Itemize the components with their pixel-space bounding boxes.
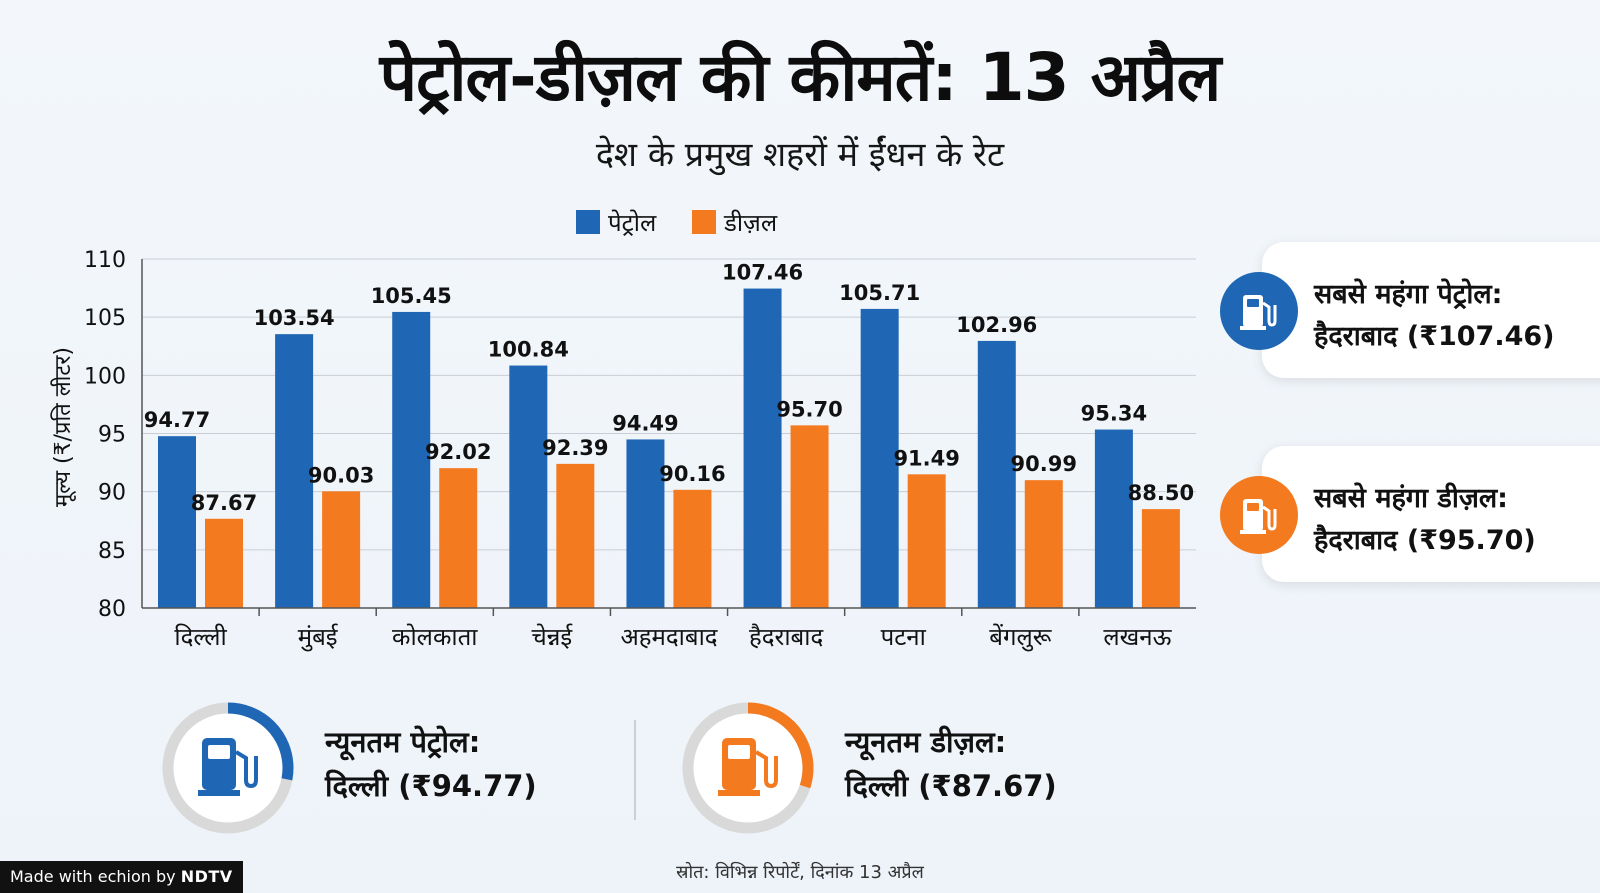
bar-petrol [977,340,1016,608]
bar-diesel [1024,480,1063,608]
x-tick-label: चेन्नई [532,623,574,651]
data-label-diesel: 90.16 [659,462,725,486]
data-label-petrol: 103.54 [254,306,335,330]
x-tick-label: कोलकाता [392,623,478,651]
bar-petrol [509,365,548,608]
data-label-diesel: 88.50 [1128,481,1194,505]
max-petrol-title: सबसे महंगा पेट्रोल: [1314,279,1503,310]
y-tick-label: 110 [84,248,126,273]
data-label-diesel: 90.03 [308,463,374,487]
min-petrol-ring [162,702,294,834]
data-label-diesel: 91.49 [893,446,959,470]
y-tick-label: 80 [98,597,126,622]
data-label-diesel: 87.67 [191,491,257,515]
chart-legend: पेट्रोल डीज़ल [576,209,778,237]
y-tick-label: 95 [98,423,126,448]
data-label-petrol: 100.84 [488,338,569,362]
x-tick-label: लखनऊ [1103,623,1172,651]
fuel-pump-icon [1220,476,1298,554]
bar-diesel [907,474,946,608]
min-petrol-value: दिल्ली (₹94.77) [325,769,537,803]
bar-petrol [158,436,196,608]
x-tick-label: हैदराबाद [749,623,823,651]
made-with-badge[interactable]: Made with echion by NDTV [0,861,243,893]
bar-petrol [1094,429,1133,608]
legend-label-diesel: डीज़ल [723,209,778,237]
min-petrol-title: न्यूनतम पेट्रोल: [325,725,481,759]
made-with-text: Made with [10,867,93,886]
by-text: by [155,867,176,886]
bar-diesel [1141,509,1180,608]
y-axis-label: मूल्य (₹/प्रति लीटर) [50,347,77,507]
legend-swatch-petrol [576,210,600,234]
bar-diesel [673,489,712,608]
max-petrol-card: सबसे महंगा पेट्रोल: हैदराबाद (₹107.46) [1220,242,1600,378]
min-diesel-ring [682,702,814,834]
data-label-petrol: 102.96 [956,313,1037,337]
min-diesel-value: दिल्ली (₹87.67) [845,769,1057,803]
x-tick-label: पटना [881,623,927,651]
bar-diesel [790,425,829,608]
max-diesel-card: सबसे महंगा डीज़ल: हैदराबाद (₹95.70) [1220,446,1600,582]
bar-petrol [626,439,665,608]
bar-petrol [392,311,431,608]
x-tick-label: दिल्ली [174,623,227,651]
bar-diesel [439,468,478,608]
max-petrol-value: हैदराबाद (₹107.46) [1314,321,1555,352]
ndtv-logo: NDTV [180,867,233,886]
echion-logo: echion [97,867,151,886]
bar-diesel [322,491,361,608]
page-subtitle: देश के प्रमुख शहरों में ईंधन के रेट [595,135,1005,175]
data-label-petrol: 105.71 [839,281,920,305]
fuel-pump-icon [718,738,778,796]
data-label-diesel: 90.99 [1011,452,1077,476]
bar-diesel [556,463,595,608]
page-title: पेट्रोल-डीज़ल की कीमतें: 13 अप्रैल [379,39,1222,116]
legend-swatch-diesel [692,210,716,234]
bar-petrol [275,334,314,608]
legend-label-petrol: पेट्रोल [608,209,657,237]
data-label-petrol: 94.77 [144,408,210,432]
data-label-diesel: 92.02 [425,440,491,464]
max-diesel-title: सबसे महंगा डीज़ल: [1314,483,1508,514]
divider [634,720,636,820]
min-diesel-title: न्यूनतम डीज़ल: [845,725,1007,759]
bar-diesel [205,518,243,608]
fuel-pump-icon [1220,272,1298,350]
data-label-petrol: 107.46 [722,261,803,285]
bar-chart: पेट्रोल डीज़ल मूल्य (₹/प्रति लीटर) 80 85 9… [50,209,1196,652]
y-tick-label: 100 [84,364,126,389]
max-diesel-value: हैदराबाद (₹95.70) [1314,525,1536,556]
data-label-petrol: 95.34 [1081,402,1147,426]
bar-petrol [743,288,782,608]
x-tick-label: बेंगलुरू [989,623,1052,652]
data-label-diesel: 95.70 [776,397,842,421]
y-tick-label: 90 [98,481,126,506]
data-label-petrol: 94.49 [612,411,678,435]
y-tick-label: 85 [98,539,126,564]
source-note: स्रोत: विभिन्न रिपोर्टें, दिनांक 13 अप्र… [676,862,924,883]
data-label-diesel: 92.39 [542,436,608,460]
bar-petrol [860,308,899,608]
y-tick-label: 105 [84,306,126,331]
x-tick-label: मुंबई [298,623,339,652]
data-label-petrol: 105.45 [371,284,452,308]
fuel-pump-icon [198,738,258,796]
x-tick-label: अहमदाबाद [620,623,717,651]
